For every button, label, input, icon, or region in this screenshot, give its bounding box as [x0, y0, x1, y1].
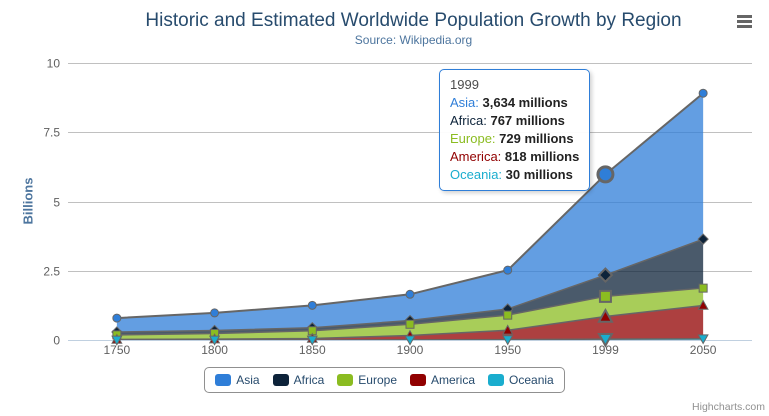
- legend-box: Asia Africa Europe America Oceania: [204, 367, 565, 393]
- hamburger-bar: [737, 19, 752, 23]
- tooltip-series-name: Oceania:: [450, 167, 506, 182]
- x-axis-label: 2050: [690, 343, 717, 357]
- x-axis-label: 1750: [104, 343, 131, 357]
- tooltip-row-asia: Asia: 3,634 millions: [450, 94, 579, 112]
- marker-oceania-1850[interactable]: [306, 335, 318, 346]
- marker-africa-2050[interactable]: [697, 233, 709, 245]
- legend-label: Oceania: [509, 373, 554, 387]
- marker-oceania-1999[interactable]: [597, 332, 614, 348]
- marker-america-1950[interactable]: [502, 324, 514, 335]
- marker-asia-1999[interactable]: [596, 165, 615, 184]
- tooltip-rows: Asia: 3,634 millions Africa: 767 millions…: [450, 94, 579, 184]
- area-asia[interactable]: [116, 93, 704, 332]
- marker-oceania-1950[interactable]: [502, 335, 514, 346]
- y-axis-label: 7.5: [43, 126, 60, 140]
- y-axis-label: 0: [53, 334, 60, 348]
- marker-oceania-2050[interactable]: [697, 334, 709, 345]
- marker-america-1999[interactable]: [597, 307, 614, 323]
- legend-label: Africa: [293, 373, 325, 387]
- hamburger-bar: [737, 14, 752, 18]
- y-axis-label: 10: [47, 57, 61, 71]
- tooltip-series-value: 818 millions: [504, 149, 580, 164]
- tooltip-series-value: 767 millions: [490, 113, 565, 128]
- chart-subtitle: Source: Wikipedia.org: [354, 33, 473, 47]
- x-axis-label: 1950: [494, 343, 521, 357]
- chart-title: Historic and Estimated Worldwide Populat…: [145, 10, 682, 31]
- marker-asia-2050[interactable]: [698, 88, 708, 98]
- marker-asia-1950[interactable]: [503, 265, 513, 275]
- legend-symbol: [215, 374, 232, 386]
- marker-america-2050[interactable]: [697, 299, 709, 310]
- legend-label: Asia: [236, 373, 260, 387]
- area-america[interactable]: [116, 305, 704, 340]
- marker-europe-1900[interactable]: [405, 319, 415, 329]
- hamburger-bar: [737, 24, 752, 28]
- y-axis-label: 2.5: [43, 265, 60, 279]
- tooltip-series-value: 3,634 millions: [482, 95, 568, 110]
- legend-symbol: [337, 374, 354, 386]
- marker-europe-1999[interactable]: [598, 289, 612, 303]
- marker-asia-1850[interactable]: [307, 300, 317, 310]
- marker-asia-1800[interactable]: [210, 308, 220, 318]
- tooltip-series-value: 729 millions: [499, 131, 574, 146]
- marker-oceania-1900[interactable]: [404, 335, 416, 346]
- tooltip-row-africa: Africa: 767 millions: [450, 112, 579, 130]
- export-menu-button[interactable]: [735, 12, 755, 30]
- legend-symbol: [488, 374, 505, 386]
- marker-europe-2050[interactable]: [698, 283, 708, 293]
- tooltip-row-america: America: 818 millions: [450, 148, 579, 166]
- x-axis-label: 1999: [592, 343, 619, 357]
- x-axis-label: 1800: [201, 343, 228, 357]
- tooltip-header: 1999: [450, 77, 479, 92]
- legend-item-africa[interactable]: Africa: [272, 373, 325, 387]
- tooltip-series-value: 30 millions: [505, 167, 573, 182]
- marker-europe-1950[interactable]: [503, 310, 513, 320]
- tooltip-series-name: Europe:: [450, 131, 500, 146]
- credits-link[interactable]: Highcharts.com: [692, 401, 765, 413]
- marker-asia-1750[interactable]: [112, 313, 122, 323]
- y-axis-title: Billions: [20, 177, 36, 225]
- legend-symbol: [410, 374, 426, 386]
- legend: Asia Africa Europe America Oceania: [0, 367, 769, 393]
- legend-item-asia[interactable]: Asia: [215, 373, 260, 387]
- legend-label: Europe: [358, 373, 397, 387]
- legend-label: America: [431, 373, 476, 387]
- tooltip-row-europe: Europe: 729 millions: [450, 130, 579, 148]
- legend-item-oceania[interactable]: Oceania: [488, 373, 554, 387]
- tooltip-series-name: Asia:: [450, 95, 483, 110]
- marker-oceania-1750[interactable]: [111, 335, 123, 346]
- marker-africa-1999[interactable]: [597, 267, 614, 283]
- marker-asia-1900[interactable]: [405, 289, 415, 299]
- tooltip-series-name: America:: [450, 149, 505, 164]
- tooltip-series-name: Africa:: [450, 113, 491, 128]
- legend-item-europe[interactable]: Europe: [337, 373, 397, 387]
- tooltip: 1999 Asia: 3,634 millions Africa: 767 mil…: [439, 69, 591, 191]
- x-axis-label: 1900: [397, 343, 424, 357]
- x-axis-label: 1850: [299, 343, 326, 357]
- hamburger-icon: [737, 14, 753, 28]
- marker-oceania-1800[interactable]: [208, 335, 221, 346]
- marker-europe-1850[interactable]: [307, 326, 317, 336]
- tooltip-row-oceania: Oceania: 30 millions: [450, 166, 579, 184]
- legend-symbol: [272, 374, 289, 386]
- y-axis-label: 5: [53, 196, 60, 210]
- area-africa[interactable]: [116, 239, 704, 335]
- legend-item-america[interactable]: America: [410, 373, 475, 387]
